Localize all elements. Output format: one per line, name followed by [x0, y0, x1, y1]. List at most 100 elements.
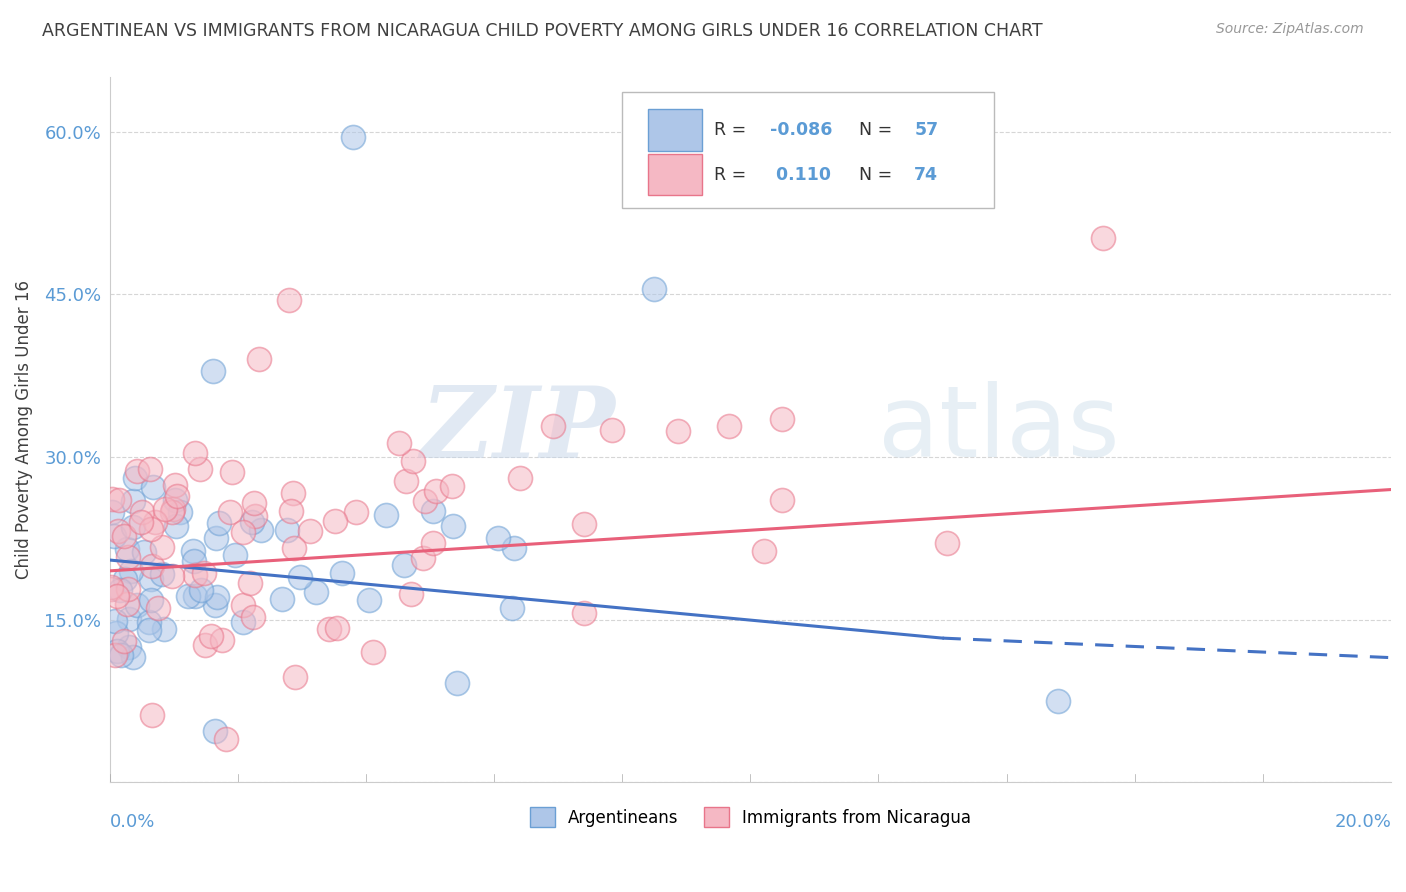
- Point: [115, 541, 138, 556]
- Point: [208, 516, 231, 530]
- Point: [240, 515, 263, 529]
- Point: [600, 423, 623, 437]
- Point: [281, 486, 304, 500]
- Text: -0.086: -0.086: [769, 121, 832, 139]
- Point: [117, 582, 139, 597]
- Point: [112, 529, 135, 543]
- Point: [304, 584, 326, 599]
- Point: [392, 558, 415, 572]
- Point: [143, 515, 166, 529]
- Point: [142, 479, 165, 493]
- Point: [124, 471, 146, 485]
- Point: [572, 516, 595, 531]
- Point: [183, 446, 205, 460]
- Point: [284, 670, 307, 684]
- Point: [326, 621, 349, 635]
- Point: [344, 504, 367, 518]
- Point: [361, 645, 384, 659]
- FancyBboxPatch shape: [648, 109, 702, 151]
- Point: [250, 523, 273, 537]
- Point: [101, 505, 124, 519]
- Point: [247, 351, 270, 366]
- Point: [752, 543, 775, 558]
- Point: [359, 593, 381, 607]
- Text: atlas: atlas: [879, 382, 1121, 478]
- Point: [425, 483, 447, 498]
- Point: [486, 531, 509, 545]
- Point: [150, 566, 173, 581]
- FancyBboxPatch shape: [621, 92, 994, 208]
- Point: [117, 549, 139, 564]
- Point: [177, 589, 200, 603]
- Point: [440, 479, 463, 493]
- Point: [110, 648, 132, 663]
- Point: [422, 536, 444, 550]
- Point: [509, 471, 531, 485]
- Point: [204, 598, 226, 612]
- Point: [160, 505, 183, 519]
- Point: [162, 502, 184, 516]
- Point: [121, 650, 143, 665]
- Point: [127, 598, 149, 612]
- Point: [202, 364, 225, 378]
- Point: [139, 522, 162, 536]
- Point: [239, 575, 262, 590]
- Point: [1046, 694, 1069, 708]
- Point: [105, 643, 128, 657]
- Point: [141, 558, 163, 573]
- Point: [207, 590, 229, 604]
- Point: [502, 541, 524, 555]
- Point: [181, 544, 204, 558]
- Point: [194, 638, 217, 652]
- Point: [221, 465, 243, 479]
- Point: [103, 529, 125, 543]
- Point: [242, 495, 264, 509]
- Y-axis label: Child Poverty Among Girls Under 16: Child Poverty Among Girls Under 16: [15, 280, 32, 580]
- Point: [402, 454, 425, 468]
- Point: [318, 622, 340, 636]
- Point: [120, 564, 142, 578]
- Point: [104, 614, 127, 628]
- Point: [131, 504, 153, 518]
- Text: Source: ZipAtlas.com: Source: ZipAtlas.com: [1216, 22, 1364, 37]
- Point: [204, 723, 226, 738]
- Point: [107, 493, 129, 508]
- Point: [283, 541, 305, 555]
- Point: [200, 630, 222, 644]
- Text: 57: 57: [914, 121, 938, 139]
- Point: [388, 435, 411, 450]
- Point: [278, 293, 301, 307]
- Text: R =: R =: [714, 121, 752, 139]
- Text: ZIP: ZIP: [420, 382, 616, 478]
- Point: [399, 587, 422, 601]
- Point: [153, 502, 176, 516]
- Point: [224, 548, 246, 562]
- Point: [118, 640, 141, 654]
- Point: [139, 462, 162, 476]
- Point: [138, 615, 160, 629]
- Point: [118, 612, 141, 626]
- Point: [243, 509, 266, 524]
- Point: [141, 572, 163, 586]
- Point: [288, 570, 311, 584]
- Point: [280, 504, 302, 518]
- Point: [375, 508, 398, 522]
- Point: [770, 412, 793, 426]
- Point: [141, 708, 163, 723]
- Point: [138, 623, 160, 637]
- Point: [422, 504, 444, 518]
- Point: [572, 607, 595, 621]
- Point: [666, 424, 689, 438]
- Point: [325, 515, 347, 529]
- Point: [242, 610, 264, 624]
- Point: [276, 523, 298, 537]
- Point: [342, 130, 364, 145]
- Point: [190, 583, 212, 598]
- Point: [160, 569, 183, 583]
- Point: [501, 601, 523, 615]
- Point: [163, 492, 186, 507]
- Point: [122, 520, 145, 534]
- Point: [541, 419, 564, 434]
- Point: [166, 518, 188, 533]
- Text: R =: R =: [714, 166, 752, 184]
